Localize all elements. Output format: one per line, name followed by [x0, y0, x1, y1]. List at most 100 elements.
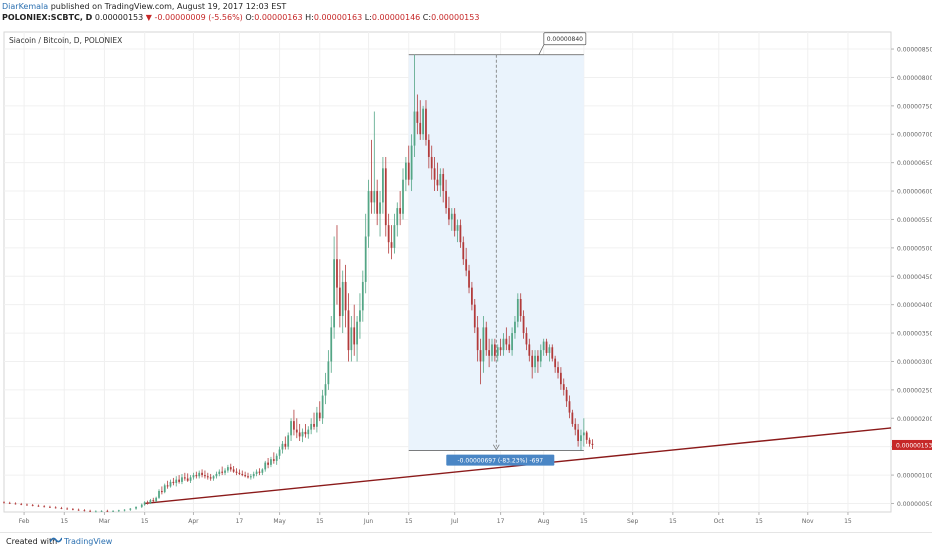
candle-body [249, 476, 252, 478]
candle-body [155, 497, 158, 502]
candle-body [588, 439, 591, 444]
candle-body [3, 502, 5, 504]
candle-body [499, 347, 502, 351]
candle-body [37, 505, 40, 507]
close-value: 0.00000153 [431, 13, 480, 22]
candle-body [264, 462, 267, 470]
candle-body [123, 509, 126, 511]
candle-body [66, 508, 69, 510]
candle-body [204, 475, 206, 477]
current-price-box [892, 439, 932, 450]
candle-body [227, 467, 229, 471]
x-tick-label: 15 [405, 518, 413, 525]
candle-body [14, 503, 17, 505]
candle-body [473, 304, 476, 328]
x-tick-label: Sep [627, 518, 639, 525]
candle-body [379, 202, 381, 214]
chart-area[interactable]: 0.00000850 0.00000800 0.00000750 0.00000700… [0, 24, 932, 530]
candle-body [247, 476, 249, 478]
candle-body [206, 476, 209, 478]
x-tick-label: Aug [538, 518, 550, 525]
x-tick-label: 15 [316, 518, 324, 525]
candle-body [493, 344, 496, 356]
y-tick-label: 0.00000700 [897, 132, 932, 139]
candle-body [422, 108, 424, 135]
candle-body [542, 341, 545, 351]
candle-body [436, 179, 439, 186]
x-tick-label: 15 [60, 518, 68, 525]
y-tick-label: 0.00000300 [897, 359, 932, 366]
candle-body [117, 510, 120, 512]
candle-body [26, 504, 28, 506]
x-tick-label: Mar [99, 518, 111, 525]
candle-body [465, 259, 468, 271]
y-tick-label: 0.00000500 [897, 245, 932, 252]
tradingview-brand[interactable]: TradingView [64, 537, 113, 546]
x-tick-label: 15 [141, 518, 149, 525]
x-tick-label: 15 [669, 518, 677, 525]
candle-body [419, 122, 422, 135]
open-label: O: [245, 13, 255, 22]
candle-body [152, 500, 155, 502]
candle-body [284, 443, 287, 447]
candle-body [195, 475, 198, 477]
last-price: 0.00000153 [94, 13, 144, 22]
candle-body [158, 490, 160, 498]
candle-body [430, 156, 433, 169]
candle-body [89, 510, 92, 512]
candle-body [577, 429, 579, 441]
candle-body [146, 502, 149, 504]
candle-body [482, 327, 485, 362]
current-price-label: 0.00000153 [896, 442, 932, 449]
candle-body [31, 505, 34, 506]
candle-body [479, 350, 482, 362]
candle-body [359, 310, 361, 322]
candle-body [183, 477, 186, 479]
candle-body [192, 475, 195, 478]
candle-body [404, 162, 407, 180]
candle-body [554, 358, 557, 368]
candle-body [511, 333, 513, 351]
candle-body [135, 506, 137, 509]
x-tick-label: Jul [450, 518, 459, 525]
candlestick-chart[interactable]: 0.00000850 0.00000800 0.00000750 0.00000700… [0, 24, 932, 530]
candle-body [551, 347, 554, 359]
tradingview-logo-icon [50, 537, 62, 543]
y-tick-label: 0.00000850 [897, 47, 932, 54]
candle-body [468, 270, 470, 288]
candle-body [384, 168, 387, 226]
candle-body [275, 455, 278, 461]
candle-body [330, 327, 333, 362]
candle-body [442, 174, 445, 192]
symbol-label: POLONIEX:SCBTC, D [2, 13, 93, 22]
footer-bar: Created with TradingView [0, 532, 932, 551]
candle-body [301, 431, 304, 437]
candle-body [43, 506, 46, 508]
candle-body [367, 191, 370, 237]
candle-body [341, 281, 344, 317]
candle-body [356, 321, 358, 345]
author-link[interactable]: DiarKemala [2, 2, 49, 11]
x-tick-label: Apr [188, 518, 199, 525]
candle-body [293, 421, 295, 430]
x-tick-label: May [273, 518, 286, 525]
y-tick-label: 0.00000450 [897, 274, 932, 281]
y-tick-label: 0.00000400 [897, 302, 932, 309]
candle-body [370, 191, 373, 203]
candle-body [565, 389, 568, 402]
top-price-label: 0.00000840 [547, 36, 583, 43]
candle-body [399, 208, 402, 214]
candle-body [244, 475, 247, 477]
candle-body [218, 471, 221, 474]
candle-body [163, 485, 166, 493]
candle-body [353, 327, 356, 345]
candle-body [106, 510, 109, 512]
candle-body [505, 338, 508, 345]
candle-body [221, 471, 224, 473]
candle-body [235, 471, 238, 473]
candle-body [545, 341, 548, 353]
candle-body [198, 472, 201, 477]
candle-body [531, 355, 534, 368]
candle-body [313, 423, 315, 427]
candle-body [336, 259, 338, 288]
